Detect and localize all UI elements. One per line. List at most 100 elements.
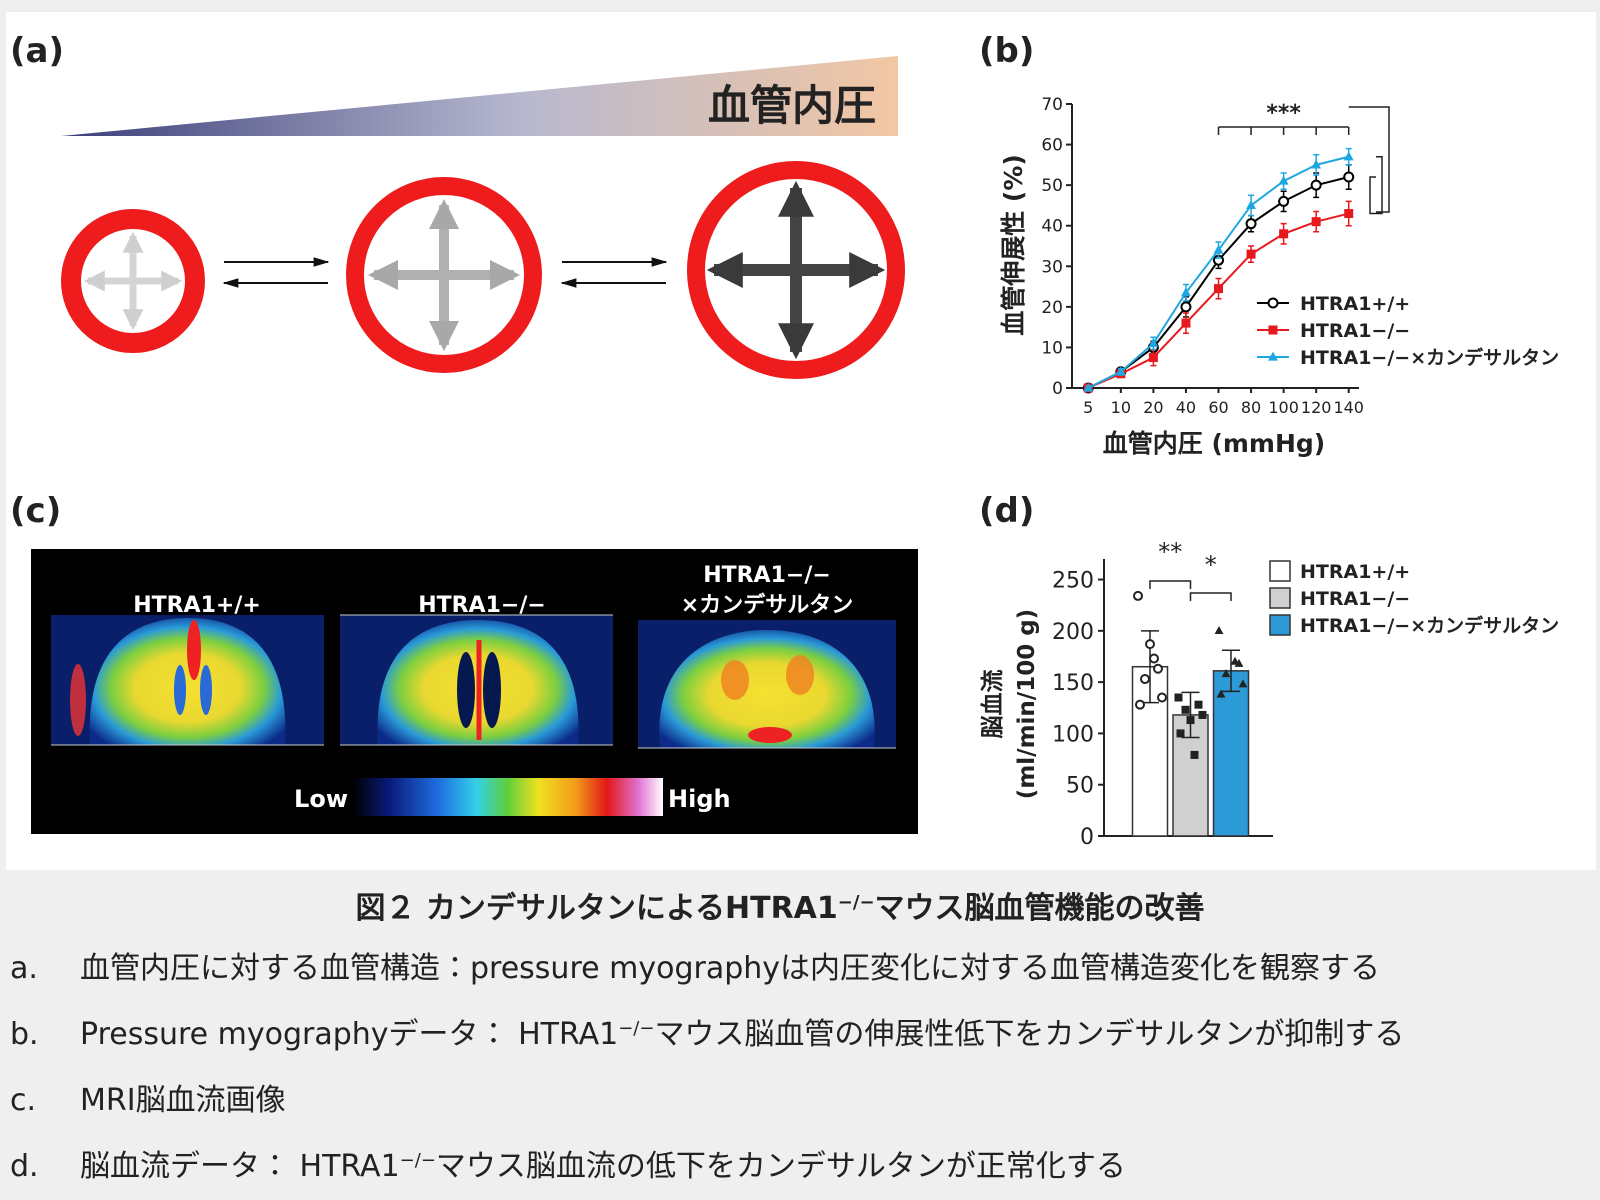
- caption-text: MRI脳血流画像: [80, 1083, 286, 1118]
- data-point: [1190, 750, 1199, 759]
- data-point: [1245, 218, 1257, 230]
- legend-marker: [1268, 351, 1278, 361]
- pressure-label: 血管内圧: [708, 81, 876, 130]
- significance-label: *: [1205, 551, 1217, 579]
- panel-label: (d): [979, 491, 1034, 531]
- caption-text: 脳血流データ： HTRA1: [80, 1149, 400, 1184]
- x-axis-label: 血管内圧 (mmHg): [1103, 429, 1325, 458]
- data-point: [1083, 382, 1094, 392]
- significance-label: ***: [1266, 101, 1301, 126]
- data-point: [1246, 249, 1256, 259]
- data-point: [1181, 318, 1191, 328]
- x-tick-label: 60: [1208, 398, 1228, 417]
- item-marker: d.: [10, 1149, 39, 1184]
- pressure-wedge: [61, 56, 898, 136]
- panel-d-chart: 0 50 100 150 200 250 脳血流 (ml/min/100 g) HTRA1+/+…: [979, 538, 1559, 850]
- y-tick-label: 60: [1041, 136, 1063, 156]
- y-axis-label: (ml/min/100 g): [1014, 609, 1040, 799]
- data-point: [1279, 229, 1289, 239]
- scale-high-label: High: [668, 785, 731, 813]
- mri-image: [638, 620, 896, 749]
- significance-bracket: [1348, 106, 1390, 215]
- y-tick-label: 250: [1052, 569, 1094, 594]
- data-point: [1157, 692, 1167, 703]
- data-point: [1311, 217, 1321, 227]
- data-point: [1148, 337, 1159, 347]
- equilibrium-arrows: [222, 257, 668, 288]
- significance-bracket: [1189, 592, 1232, 601]
- data-point: [1246, 200, 1257, 210]
- legend-swatch: [1269, 560, 1291, 582]
- y-tick-label: 0: [1080, 825, 1094, 850]
- y-tick-label: 70: [1041, 95, 1063, 115]
- caption-text: 図２ カンデサルタンによるHTRA1: [355, 891, 837, 926]
- image-title: HTRA1−/−: [703, 563, 831, 588]
- mri-image: [51, 615, 324, 746]
- significance-bracket: [1149, 580, 1192, 589]
- legend-marker: [1267, 297, 1279, 309]
- data-point: [1310, 179, 1322, 191]
- legend-label: HTRA1−/−×カンデサルタン: [1300, 614, 1559, 637]
- error-bar: [1181, 691, 1200, 739]
- data-point: [1174, 693, 1183, 702]
- error-bar: [1222, 649, 1240, 693]
- caption-text: −/−: [838, 892, 875, 913]
- data-point: [1221, 669, 1231, 678]
- data-point: [1153, 663, 1163, 674]
- data-point: [1180, 301, 1192, 313]
- data-point: [1133, 590, 1143, 601]
- legend-label: HTRA1+/+: [1300, 561, 1410, 583]
- x-tick-label: 80: [1241, 398, 1261, 417]
- item-text: 脳血流データ： HTRA1−/−マウス脳血流の低下をカンデサルタンが正常化する: [80, 1149, 1126, 1184]
- caption-text: Pressure myographyデータ： HTRA1: [80, 1017, 618, 1052]
- y-axis-label: 血管伸展性 (%): [999, 154, 1028, 336]
- data-point: [1278, 195, 1290, 207]
- y-tick-label: 50: [1066, 774, 1094, 799]
- data-point: [1145, 639, 1155, 650]
- x-tick-label: 40: [1176, 398, 1196, 417]
- data-point: [1149, 653, 1159, 664]
- color-scale: [352, 778, 663, 816]
- x-tick-label: 140: [1333, 398, 1364, 417]
- x-tick-label: 5: [1083, 398, 1093, 417]
- caption-text: −/−: [618, 1018, 654, 1039]
- data-point: [1115, 366, 1126, 376]
- mri-image: [340, 614, 613, 746]
- pressure-arrows: [706, 180, 886, 360]
- legend-swatch: [1269, 587, 1291, 609]
- y-axis-label: 脳血流: [979, 670, 1006, 739]
- data-point: [1135, 699, 1145, 710]
- data-point: [1278, 175, 1289, 185]
- item-marker: c.: [10, 1083, 36, 1118]
- data-point: [1343, 151, 1354, 161]
- image-title: HTRA1+/+: [133, 593, 261, 618]
- data-point: [1140, 674, 1150, 685]
- significance-label: **: [1158, 538, 1182, 566]
- legend-label: HTRA1+/+: [1300, 293, 1410, 315]
- pressure-arrows: [368, 199, 520, 351]
- caption-title: 図２ カンデサルタンによるHTRA1−/−マウス脳血管機能の改善: [355, 891, 1204, 926]
- image-title: HTRA1−/−: [418, 593, 546, 618]
- item-marker: a.: [10, 951, 38, 986]
- panel-a: (a) 血管内圧: [10, 31, 905, 379]
- image-title: ×カンデサルタン: [681, 592, 853, 618]
- data-point: [1180, 287, 1191, 297]
- data-point: [1311, 159, 1322, 169]
- caption-text: −/−: [400, 1150, 436, 1171]
- panel-c: (c) Low High: [10, 491, 918, 834]
- y-tick-label: 20: [1041, 298, 1063, 318]
- panel-label: (b): [979, 31, 1034, 71]
- x-tick-label: 100: [1268, 398, 1299, 417]
- item-marker: b.: [10, 1017, 39, 1052]
- y-tick-label: 30: [1041, 257, 1063, 277]
- data-point: [1234, 658, 1244, 667]
- data-point: [1216, 689, 1226, 698]
- legend-label: HTRA1−/−: [1300, 588, 1410, 610]
- y-tick-label: 100: [1052, 722, 1094, 747]
- vessel-ring: [687, 161, 905, 379]
- data-point: [1186, 716, 1195, 725]
- pressure-arrows: [83, 231, 183, 331]
